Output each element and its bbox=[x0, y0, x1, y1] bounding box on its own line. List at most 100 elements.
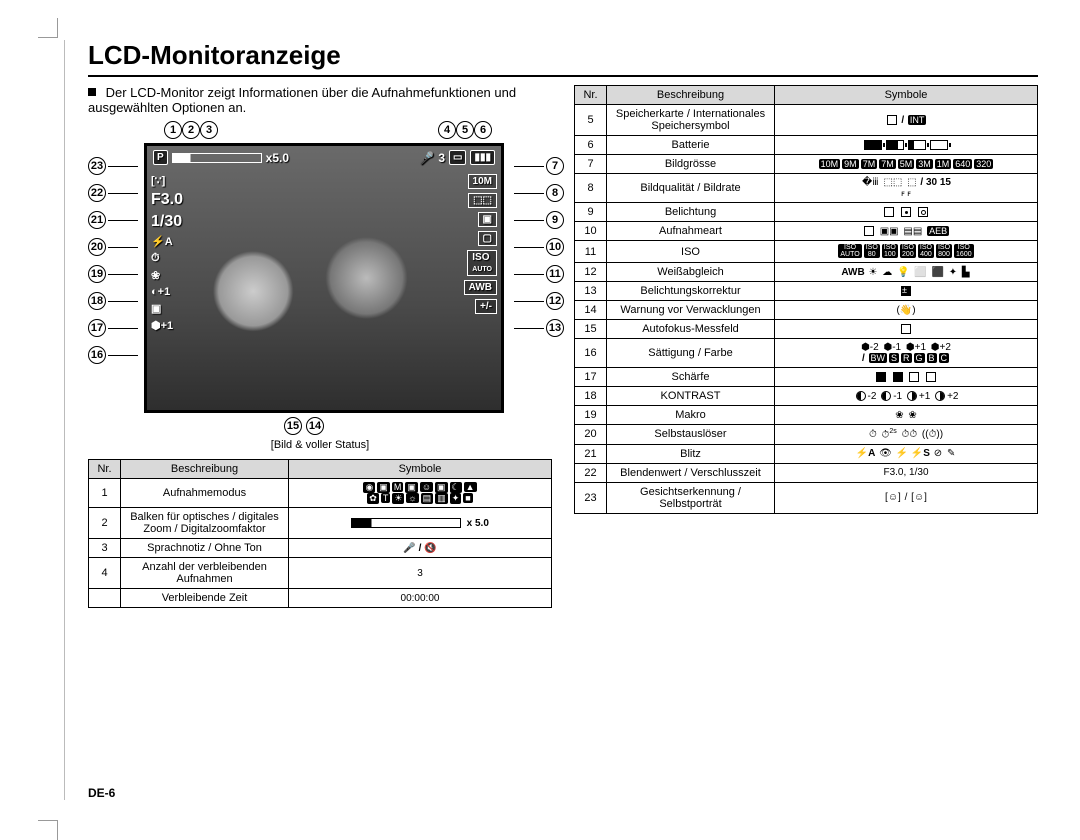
cell-sym: 10M9M7M7M5M3M1M640320 bbox=[775, 155, 1038, 174]
table-row: 13Belichtungskorrektur± bbox=[575, 282, 1038, 301]
cell-nr: 14 bbox=[575, 301, 607, 320]
lcd-top-row: P x5.0 🎤 3 ▭ ▮▮▮ bbox=[153, 150, 495, 165]
card-icon: ▭ bbox=[449, 150, 466, 165]
cell-nr: 17 bbox=[575, 368, 607, 387]
cell-desc: Batterie bbox=[607, 136, 775, 155]
cell-nr: 20 bbox=[575, 425, 607, 444]
cell-sym: x 5.0 bbox=[289, 508, 552, 539]
callouts-top: 1 2 3 4 5 6 bbox=[88, 121, 552, 139]
aperture-value: F3.0 bbox=[151, 191, 183, 209]
cell-desc: Sättigung / Farbe bbox=[607, 339, 775, 368]
cell-desc: Speicherkarte / Internationales Speicher… bbox=[607, 105, 775, 136]
table-row: 1Aufnahmemodus◉▣M▣☺▣☾▲✿T☀☼▤▥✦■ bbox=[89, 479, 552, 508]
cell-sym: 🎤 / 🔇 bbox=[289, 539, 552, 558]
cell-sym: (👋) bbox=[775, 301, 1038, 320]
cell-nr: 5 bbox=[575, 105, 607, 136]
cell-desc: Weißabgleich bbox=[607, 263, 775, 282]
cell-nr: 15 bbox=[575, 320, 607, 339]
table-row: 6Batterie bbox=[575, 136, 1038, 155]
drive-icon: ▢ bbox=[478, 231, 497, 246]
table-row: 14Warnung vor Verwacklungen(👋) bbox=[575, 301, 1038, 320]
cell-nr: 12 bbox=[575, 263, 607, 282]
mode-icon: P bbox=[153, 150, 168, 165]
cell-desc: Bildgrösse bbox=[607, 155, 775, 174]
callouts-right: 7 8 9 10 11 12 13 bbox=[514, 157, 564, 337]
cell-desc: Sprachnotiz / Ohne Ton bbox=[121, 539, 289, 558]
page: LCD-Monitoranzeige Der LCD-Monitor zeigt… bbox=[88, 40, 1038, 800]
cell-nr: 8 bbox=[575, 174, 607, 203]
callout-num: 21 bbox=[88, 211, 106, 229]
cell-sym: AWB ☀ ☁ 💡 ⬜ ⬛ ✦ ▙ bbox=[775, 263, 1038, 282]
callout-num: 15 bbox=[284, 417, 302, 435]
lcd-screen: P x5.0 🎤 3 ▭ ▮▮▮ [∵] F3.0 1/30 ⚡A bbox=[144, 143, 504, 413]
cell-desc: Verbleibende Zeit bbox=[121, 589, 289, 608]
lcd-photo bbox=[147, 146, 501, 410]
callout-num: 23 bbox=[88, 157, 106, 175]
right-column: Nr. Beschreibung Symbole 5Speicherkarte … bbox=[574, 85, 1038, 608]
mic-icon: 🎤 bbox=[419, 151, 434, 165]
quality-icon: ⬚⬚ bbox=[468, 193, 497, 208]
lcd-right-col: 10M ⬚⬚ ▣ ▢ ISOAUTO AWB +/- bbox=[464, 174, 497, 314]
callout-num: 22 bbox=[88, 184, 106, 202]
callout-num: 13 bbox=[546, 319, 564, 337]
intro-text: Der LCD-Monitor zeigt Informationen über… bbox=[88, 85, 552, 115]
table-row: 5Speicherkarte / Internationales Speiche… bbox=[575, 105, 1038, 136]
bullet-icon bbox=[88, 88, 96, 96]
lcd-diagram: 1 2 3 4 5 6 23 22 21 20 19 18 17 bbox=[88, 121, 552, 435]
cell-sym: ⏱ ⏱2s ⏱⏱ ((⏱)) bbox=[775, 425, 1038, 444]
callout-num: 14 bbox=[306, 417, 324, 435]
saturation-icon: ⬢+1 bbox=[151, 319, 183, 332]
cell-sym: ❀ ❀ bbox=[775, 406, 1038, 425]
zoom-value: x5.0 bbox=[266, 151, 289, 165]
timer-icon: ⏱ bbox=[151, 252, 183, 265]
th-nr: Nr. bbox=[575, 86, 607, 105]
cell-nr: 10 bbox=[575, 222, 607, 241]
cell-desc: Makro bbox=[607, 406, 775, 425]
cell-sym: [☺] / [☺] bbox=[775, 482, 1038, 513]
cell-sym: 3 bbox=[289, 558, 552, 589]
page-footer: DE-6 bbox=[88, 786, 115, 800]
callout-num: 3 bbox=[200, 121, 218, 139]
cell-nr: 3 bbox=[89, 539, 121, 558]
face-icon: [∵] bbox=[151, 174, 183, 187]
zoom-bar-icon bbox=[172, 153, 262, 163]
callout-num: 19 bbox=[88, 265, 106, 283]
cell-desc: Blitz bbox=[607, 444, 775, 463]
cell-desc: Blendenwert / Verschlusszeit bbox=[607, 463, 775, 482]
margin-line bbox=[64, 40, 65, 800]
cell-sym: �ⅲ ⬚⬚ ⬚ / 30 15ꜰ ꜰ bbox=[775, 174, 1038, 203]
cell-desc: Schärfe bbox=[607, 368, 775, 387]
callout-num: 11 bbox=[546, 265, 564, 283]
cell-desc: KONTRAST bbox=[607, 387, 775, 406]
cell-nr: 21 bbox=[575, 444, 607, 463]
cell-desc: Aufnahmemodus bbox=[121, 479, 289, 508]
cell-nr: 22 bbox=[575, 463, 607, 482]
cell-desc: Belichtung bbox=[607, 203, 775, 222]
cell-sym: ISOAUTOISO80ISO100ISO200ISO400ISO800ISO1… bbox=[775, 241, 1038, 263]
cell-desc: Autofokus-Messfeld bbox=[607, 320, 775, 339]
table-row: 15Autofokus-Messfeld bbox=[575, 320, 1038, 339]
table-row: 23Gesichtserkennung / Selbstporträt[☺] /… bbox=[575, 482, 1038, 513]
cell-nr: 4 bbox=[89, 558, 121, 589]
callouts-left: 23 22 21 20 19 18 17 16 bbox=[88, 157, 138, 364]
cell-sym: -2 -1 +1 +2 bbox=[775, 387, 1038, 406]
table-row: 20Selbstauslöser⏱ ⏱2s ⏱⏱ ((⏱)) bbox=[575, 425, 1038, 444]
cell-desc: Anzahl der verbleibenden Aufnahmen bbox=[121, 558, 289, 589]
spec-table-right: Nr. Beschreibung Symbole 5Speicherkarte … bbox=[574, 85, 1038, 514]
cell-nr: 16 bbox=[575, 339, 607, 368]
table-row: 17Schärfe bbox=[575, 368, 1038, 387]
cell-sym bbox=[775, 368, 1038, 387]
callout-num: 20 bbox=[88, 238, 106, 256]
crop-mark-bl bbox=[38, 820, 58, 840]
sharp-icon: ▣ bbox=[151, 302, 183, 315]
callout-num: 17 bbox=[88, 319, 106, 337]
cell-nr: 6 bbox=[575, 136, 607, 155]
shutter-value: 1/30 bbox=[151, 213, 183, 231]
callout-num: 10 bbox=[546, 238, 564, 256]
cell-desc: Aufnahmeart bbox=[607, 222, 775, 241]
cell-nr: 9 bbox=[575, 203, 607, 222]
macro-icon: ❀ bbox=[151, 269, 183, 282]
table-row: 19Makro❀ ❀ bbox=[575, 406, 1038, 425]
cell-sym: ▣▣ ▤▤ AEB bbox=[775, 222, 1038, 241]
lcd-left-col: [∵] F3.0 1/30 ⚡A ⏱ ❀ ◐+1 ▣ ⬢+1 bbox=[151, 174, 183, 332]
